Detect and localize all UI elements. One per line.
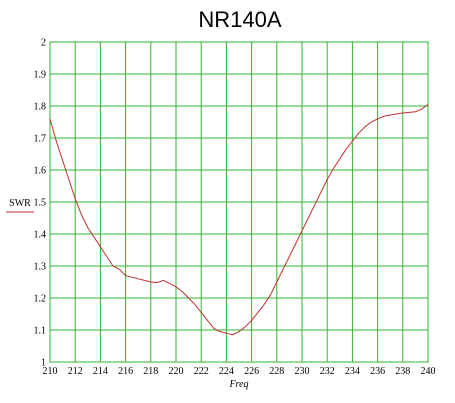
x-tick-label-13: 236 — [370, 366, 385, 377]
y-tick-label-10: 2 — [41, 38, 46, 49]
x-tick-label-12: 234 — [345, 366, 360, 377]
x-tick-label-5: 220 — [169, 366, 184, 377]
x-tick-label-15: 240 — [421, 366, 436, 377]
legend-label-swr: SWR — [9, 198, 31, 209]
y-tick-label-3: 1.3 — [34, 262, 47, 273]
grid — [49, 41, 429, 363]
x-tick-label-6: 222 — [194, 366, 209, 377]
y-tick-label-9: 1.9 — [34, 70, 47, 81]
y-tick-label-4: 1.4 — [34, 230, 47, 241]
x-tick-label-1: 212 — [68, 366, 83, 377]
legend: SWR — [6, 198, 34, 213]
y-tick-label-7: 1.7 — [34, 134, 47, 145]
plot-frame — [49, 41, 429, 363]
y-tick-label-5: 1.5 — [34, 198, 47, 209]
x-tick-labels: 210 212 214 216 218 220 222 224 226 228 230 232 234 2… — [43, 366, 436, 377]
series-line-swr — [49, 104, 429, 336]
y-tick-label-1: 1.1 — [34, 326, 47, 337]
x-tick-label-0: 210 — [43, 366, 58, 377]
y-tick-label-8: 1.8 — [34, 102, 47, 113]
x-tick-label-8: 226 — [244, 366, 259, 377]
x-tick-label-9: 228 — [269, 366, 284, 377]
y-tick-label-2: 1.2 — [34, 294, 47, 305]
x-tick-label-4: 218 — [143, 366, 158, 377]
y-tick-label-0: 1 — [41, 358, 46, 369]
y-tick-labels: 1 1.1 1.2 1.3 1.4 1.5 1.6 1.7 1.8 1.9 2 — [34, 38, 47, 369]
y-tick-label-6: 1.6 — [34, 166, 47, 177]
x-tick-label-7: 224 — [219, 366, 234, 377]
x-tick-label-10: 230 — [295, 366, 310, 377]
x-tick-label-3: 216 — [118, 366, 133, 377]
x-tick-label-2: 214 — [93, 366, 108, 377]
x-tick-label-11: 232 — [320, 366, 335, 377]
x-axis-label: Freq — [228, 379, 248, 390]
chart-title: NR140A — [198, 7, 281, 32]
x-tick-label-14: 238 — [395, 366, 410, 377]
